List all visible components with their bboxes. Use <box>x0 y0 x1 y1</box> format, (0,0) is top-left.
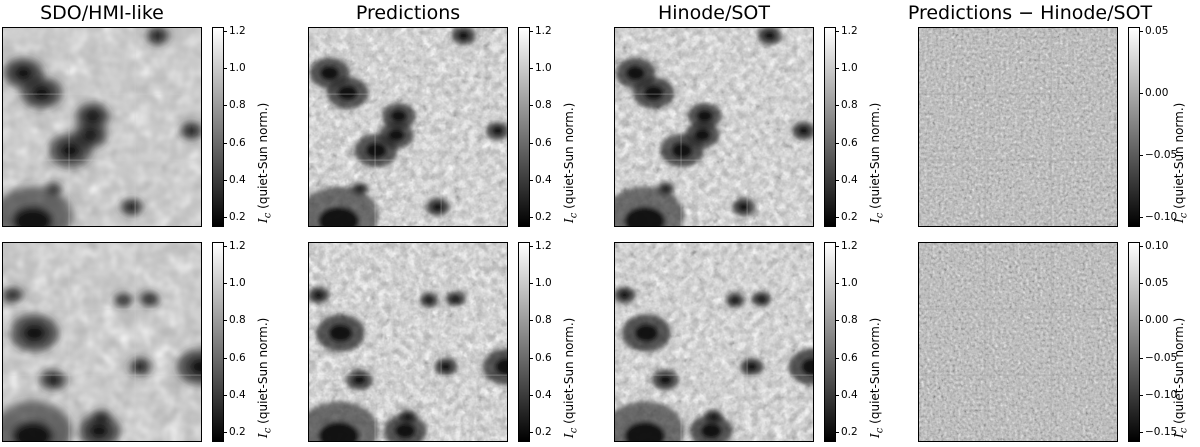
colorbar-tick-label: 0.2 <box>224 426 246 438</box>
colorbar-tick-label: 1.2 <box>836 240 858 252</box>
colorbar-tick-label: 0.6 <box>224 351 246 364</box>
image-predictions-row1 <box>308 27 508 227</box>
colorbar-tick-label: 0.00 <box>1139 314 1169 327</box>
colorbar-tick-label: 0.4 <box>224 388 246 401</box>
colorbar-hinode-row2 <box>824 242 836 442</box>
colorbar-tick-label: 0.4 <box>530 388 552 401</box>
image-hinode-sot-row1 <box>614 27 814 227</box>
colorbar-tick-label: 1.2 <box>530 240 552 252</box>
colorbar-difference-row2 <box>1128 242 1140 442</box>
colorbar-tick-label: 0.4 <box>836 173 858 186</box>
colorbar-label: Ic (quiet-Sun norm.) <box>256 317 274 438</box>
colorbar-tick-label: −0.05 <box>1139 149 1178 161</box>
colorbar-tick-label: 0.6 <box>530 351 552 364</box>
colorbar-tick-label: 0.6 <box>836 351 858 364</box>
colorbar-tick-label: 0.8 <box>224 99 246 112</box>
colorbar-tick-label: 1.0 <box>836 62 858 75</box>
title-sdo-hmi: SDO/HMI-like <box>40 2 164 24</box>
colorbar-label: Ic (quiet-Sun norm.) <box>256 102 274 223</box>
colorbar-tick-label: 0.4 <box>530 173 552 186</box>
colorbar-tick-label: 1.0 <box>224 277 246 290</box>
title-difference: Predictions − Hinode/SOT <box>907 2 1153 24</box>
image-sdo-hmi-row1 <box>2 27 202 227</box>
colorbar-tick-label: 0.4 <box>224 173 246 186</box>
colorbar-tick-label: 0.8 <box>836 314 858 327</box>
colorbar-sdo-row2 <box>212 242 224 442</box>
colorbar-tick-label: −0.05 <box>1139 351 1178 364</box>
colorbar-tick-label: −0.10 <box>1139 211 1178 223</box>
title-predictions: Predictions <box>355 2 461 24</box>
colorbar-label: Ic (quiet-Sun norm.) <box>1172 102 1190 223</box>
image-sdo-hmi-row2 <box>2 242 202 442</box>
colorbar-tick-label: 0.05 <box>1139 277 1169 290</box>
colorbar-sdo-row1 <box>212 27 224 227</box>
colorbar-tick-label: 0.2 <box>530 426 552 438</box>
image-predictions-row2 <box>308 242 508 442</box>
colorbar-tick-label: 0.10 <box>1139 240 1169 252</box>
colorbar-tick-label: 0.2 <box>836 211 858 223</box>
colorbar-label: Ic (quiet-Sun norm.) <box>868 102 886 223</box>
colorbar-tick-label: 1.0 <box>530 277 552 290</box>
image-hinode-sot-row2 <box>614 242 814 442</box>
colorbar-tick-label: 1.0 <box>224 62 246 75</box>
colorbar-tick-label: 0.8 <box>224 314 246 327</box>
colorbar-tick-label: 0.6 <box>836 136 858 149</box>
colorbar-hinode-row1 <box>824 27 836 227</box>
colorbar-tick-label: 1.2 <box>530 25 552 37</box>
colorbar-difference-row1 <box>1128 27 1140 227</box>
colorbar-tick-label: 0.00 <box>1139 87 1169 99</box>
colorbar-tick-label: 0.2 <box>530 211 552 223</box>
colorbar-tick-label: 0.2 <box>224 211 246 223</box>
colorbar-tick-label: 0.6 <box>530 136 552 149</box>
colorbar-tick-label: 1.2 <box>224 25 246 37</box>
colorbar-tick-label: 0.05 <box>1139 25 1169 37</box>
colorbar-tick-label: 0.2 <box>836 426 858 438</box>
colorbar-tick-label: 1.0 <box>530 62 552 75</box>
colorbar-tick-label: −0.10 <box>1139 388 1178 401</box>
colorbar-tick-label: 0.8 <box>530 314 552 327</box>
colorbar-label: Ic (quiet-Sun norm.) <box>868 317 886 438</box>
colorbar-label: Ic (quiet-Sun norm.) <box>1172 317 1190 438</box>
colorbar-predictions-row1 <box>518 27 530 227</box>
colorbar-tick-label: 0.8 <box>530 99 552 112</box>
colorbar-tick-label: 0.8 <box>836 99 858 112</box>
image-difference-row2 <box>918 242 1118 442</box>
colorbar-label: Ic (quiet-Sun norm.) <box>562 102 580 223</box>
colorbar-tick-label: 1.0 <box>836 277 858 290</box>
colorbar-tick-label: 1.2 <box>224 240 246 252</box>
colorbar-tick-label: 0.6 <box>224 136 246 149</box>
title-hinode-sot: Hinode/SOT <box>657 2 770 24</box>
colorbar-tick-label: 1.2 <box>836 25 858 37</box>
colorbar-tick-label: −0.15 <box>1139 426 1178 438</box>
colorbar-tick-label: 0.4 <box>836 388 858 401</box>
image-difference-row1 <box>918 27 1118 227</box>
colorbar-label: Ic (quiet-Sun norm.) <box>562 317 580 438</box>
colorbar-predictions-row2 <box>518 242 530 442</box>
